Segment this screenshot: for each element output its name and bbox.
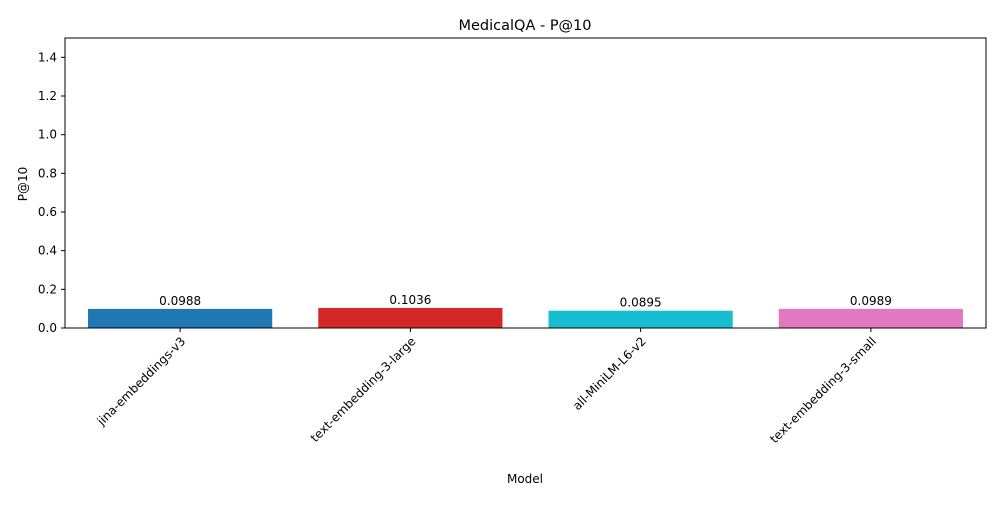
y-axis-title: P@10 — [16, 167, 30, 202]
x-tick-label: all-MiniLM-L6-v2 — [570, 334, 649, 413]
x-tick-label: text-embedding-3-large — [308, 334, 419, 445]
x-tick-label: text-embedding-3-small — [767, 334, 879, 446]
y-tick-label: 1.0 — [38, 128, 57, 142]
bar — [88, 308, 273, 328]
x-axis-title: Model — [507, 472, 543, 486]
x-tick-label: jina-embeddings-v3 — [94, 334, 189, 429]
plot-area: 0.0 0.2 0.4 0.6 0.8 1.0 1.2 1.4 0.0988 jina-embed… — [38, 50, 963, 446]
bar — [318, 307, 503, 328]
y-tick-label: 1.4 — [38, 50, 57, 64]
bar — [548, 310, 733, 328]
bar-value-label: 0.1036 — [389, 293, 431, 307]
y-tick-label: 0.8 — [38, 166, 57, 180]
bar-value-label: 0.0988 — [159, 294, 201, 308]
bar — [778, 308, 963, 328]
y-tick-label: 1.2 — [38, 89, 57, 103]
y-tick-label: 0.4 — [38, 244, 57, 258]
bar-value-label: 0.0895 — [620, 296, 662, 310]
y-tick-label: 0.2 — [38, 282, 57, 296]
y-tick-label: 0.0 — [38, 321, 57, 335]
chart-title: MedicalQA - P@10 — [458, 18, 591, 34]
bar-value-label: 0.0989 — [850, 294, 892, 308]
plot-frame — [64, 37, 987, 329]
y-tick-label: 0.6 — [38, 205, 57, 219]
